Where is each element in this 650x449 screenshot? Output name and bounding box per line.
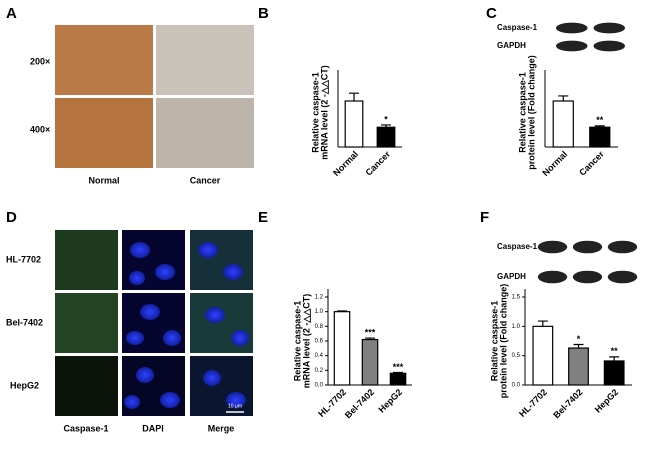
blot-band	[556, 40, 588, 52]
error-bar	[537, 320, 548, 327]
error-bar	[609, 356, 620, 361]
bar	[532, 325, 554, 386]
blot-band	[572, 240, 603, 254]
col-label: DAPI	[142, 423, 164, 433]
significance-label: ***	[393, 362, 404, 372]
significance-label: **	[611, 346, 619, 356]
error-bar	[558, 95, 569, 101]
x-tick-label: HL-7702	[517, 387, 549, 419]
panel-letter: A	[6, 5, 17, 22]
col-label: Cancer	[190, 175, 221, 185]
x-tick-label: HepG2	[593, 387, 621, 415]
y-axis-label: Relative caspase-1	[310, 72, 320, 153]
error-bar	[393, 371, 403, 374]
y-axis-label: protein level (Fold change)	[526, 55, 536, 170]
x-tick-label: Cancer	[363, 149, 392, 178]
bar	[568, 347, 589, 386]
panel-letter: C	[486, 5, 497, 22]
fluorescence-images	[55, 230, 253, 416]
ihc-image	[55, 25, 153, 95]
row-label: HL-7702	[6, 254, 41, 264]
blot-band	[537, 270, 568, 284]
blot-band	[593, 40, 625, 52]
y-tick-label: 1.0	[315, 309, 324, 315]
ihc-image	[156, 98, 254, 168]
blot-label: Caspase-1	[497, 242, 538, 251]
significance-label: *	[577, 334, 581, 344]
panel-letter: B	[258, 5, 269, 22]
y-axis-label: Relative caspase-1	[489, 301, 499, 382]
error-bar	[337, 310, 347, 312]
bar	[344, 100, 364, 148]
y-axis-label: mRNA level (2 -△△CT)	[319, 65, 329, 160]
y-axis-label: protein level (Fold change)	[498, 284, 508, 399]
x-tick-label: HepG2	[377, 387, 405, 415]
x-tick-label: Bel-7402	[551, 387, 584, 420]
col-label: Caspase-1	[63, 423, 108, 433]
y-tick-label: 0.0	[315, 383, 324, 389]
x-tick-label: Cancer	[577, 149, 606, 178]
y-tick-label: 0.2	[315, 368, 324, 374]
error-bar	[594, 125, 605, 128]
blot-label: GAPDH	[497, 272, 526, 281]
col-label: Normal	[88, 175, 119, 185]
blot-band	[607, 240, 638, 254]
bar	[552, 100, 574, 148]
row-label: 200×	[30, 56, 50, 66]
y-axis-label: mRNA level (2 -△△CT)	[301, 294, 311, 389]
blot-band	[607, 270, 638, 284]
significance-label: ***	[365, 327, 376, 337]
significance-label: *	[384, 114, 388, 124]
x-tick-label: Normal	[540, 149, 569, 178]
bar	[361, 338, 379, 386]
panel-letter: D	[6, 209, 17, 226]
row-label: Bel-7402	[6, 317, 43, 327]
y-tick-label: 0.8	[315, 324, 324, 330]
col-label: Merge	[208, 423, 235, 433]
ihc-image	[55, 98, 153, 168]
y-tick-label: 0.4	[315, 353, 324, 359]
bar	[333, 311, 351, 386]
y-tick-label: 0.6	[315, 339, 324, 345]
bar	[389, 372, 407, 386]
x-tick-label: Bel-7402	[343, 387, 376, 420]
error-bar	[381, 124, 391, 128]
y-tick-label: 0.5	[512, 353, 521, 359]
panel-letter: F	[480, 209, 489, 226]
scale-bar-label: 10 μm	[228, 403, 242, 409]
row-label: 400×	[30, 124, 50, 134]
blot-band	[556, 22, 588, 34]
y-tick-label: 0.0	[512, 383, 521, 389]
blot-label: Caspase-1	[497, 23, 538, 32]
bar	[603, 360, 625, 386]
blot-band	[537, 240, 568, 254]
blot-band	[572, 270, 603, 284]
significance-label: **	[596, 115, 604, 125]
blot-label: GAPDH	[497, 41, 526, 50]
y-axis-label: Relative caspase-1	[517, 72, 527, 153]
error-bar	[365, 337, 375, 340]
y-tick-label: 1.5	[512, 295, 521, 301]
blot-band	[593, 22, 625, 34]
bar	[376, 126, 396, 148]
error-bar	[349, 92, 359, 101]
panel-letter: E	[258, 209, 268, 226]
y-tick-label: 1.2	[315, 295, 324, 301]
error-bar	[573, 343, 584, 349]
y-axis-label: Relative caspase-1	[292, 301, 302, 382]
ihc-image	[156, 25, 254, 95]
bar	[589, 126, 611, 148]
row-label: HepG2	[10, 380, 39, 390]
x-tick-label: Normal	[331, 149, 360, 178]
y-tick-label: 1.0	[512, 324, 521, 330]
